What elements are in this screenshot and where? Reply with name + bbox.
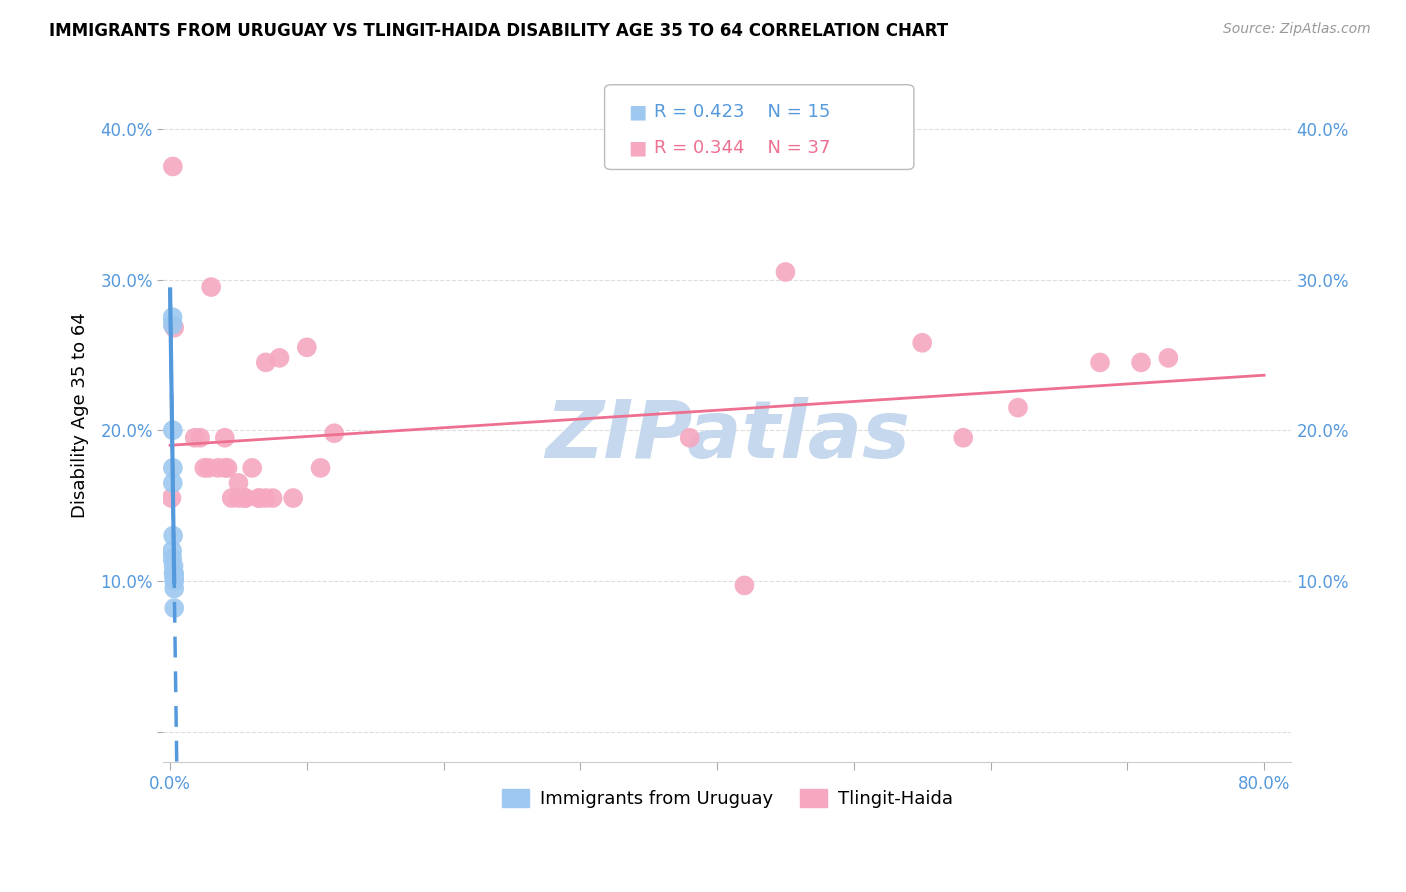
Point — [188, 431, 211, 445]
Point — [679, 431, 702, 445]
Point — [733, 578, 755, 592]
Point — [163, 601, 186, 615]
Point — [233, 491, 256, 505]
Point — [247, 491, 270, 505]
Point — [1007, 401, 1029, 415]
Point — [233, 491, 256, 505]
Point — [262, 491, 284, 505]
Point — [162, 529, 184, 543]
Point — [283, 491, 305, 505]
Point — [309, 461, 332, 475]
Point — [1130, 355, 1153, 369]
Point — [162, 423, 184, 437]
Text: R = 0.423    N = 15: R = 0.423 N = 15 — [654, 103, 830, 121]
Point — [162, 318, 184, 332]
Point — [952, 431, 974, 445]
Point — [200, 280, 222, 294]
Point — [1157, 351, 1180, 365]
Point — [162, 558, 184, 573]
Point — [197, 461, 219, 475]
Point — [254, 491, 277, 505]
Point — [163, 574, 186, 588]
Point — [162, 461, 184, 475]
Point — [162, 566, 184, 581]
Text: R = 0.344    N = 37: R = 0.344 N = 37 — [654, 139, 831, 157]
Point — [183, 431, 205, 445]
Point — [254, 355, 277, 369]
Point — [163, 566, 186, 581]
Point — [295, 340, 318, 354]
Point — [217, 461, 239, 475]
Point — [911, 335, 934, 350]
Point — [228, 475, 250, 490]
Y-axis label: Disability Age 35 to 64: Disability Age 35 to 64 — [72, 312, 89, 518]
Point — [214, 431, 236, 445]
Point — [160, 543, 183, 558]
Point — [1088, 355, 1111, 369]
Point — [247, 491, 270, 505]
Point — [163, 320, 186, 334]
Legend: Immigrants from Uruguay, Tlingit-Haida: Immigrants from Uruguay, Tlingit-Haida — [495, 781, 960, 815]
Point — [160, 491, 183, 505]
Point — [163, 582, 186, 596]
Text: ■: ■ — [628, 103, 647, 121]
Point — [162, 160, 184, 174]
Point — [221, 491, 243, 505]
Text: IMMIGRANTS FROM URUGUAY VS TLINGIT-HAIDA DISABILITY AGE 35 TO 64 CORRELATION CHA: IMMIGRANTS FROM URUGUAY VS TLINGIT-HAIDA… — [49, 22, 948, 40]
Point — [163, 571, 186, 585]
Point — [775, 265, 797, 279]
Text: ZIPatlas: ZIPatlas — [546, 397, 910, 475]
Point — [160, 551, 183, 566]
Point — [240, 461, 263, 475]
Text: Source: ZipAtlas.com: Source: ZipAtlas.com — [1223, 22, 1371, 37]
Point — [228, 491, 250, 505]
Point — [162, 310, 184, 325]
Text: ■: ■ — [628, 139, 647, 158]
Point — [269, 351, 291, 365]
Point — [323, 426, 346, 441]
Point — [162, 475, 184, 490]
Point — [207, 461, 229, 475]
Point — [193, 461, 215, 475]
Point — [214, 461, 236, 475]
